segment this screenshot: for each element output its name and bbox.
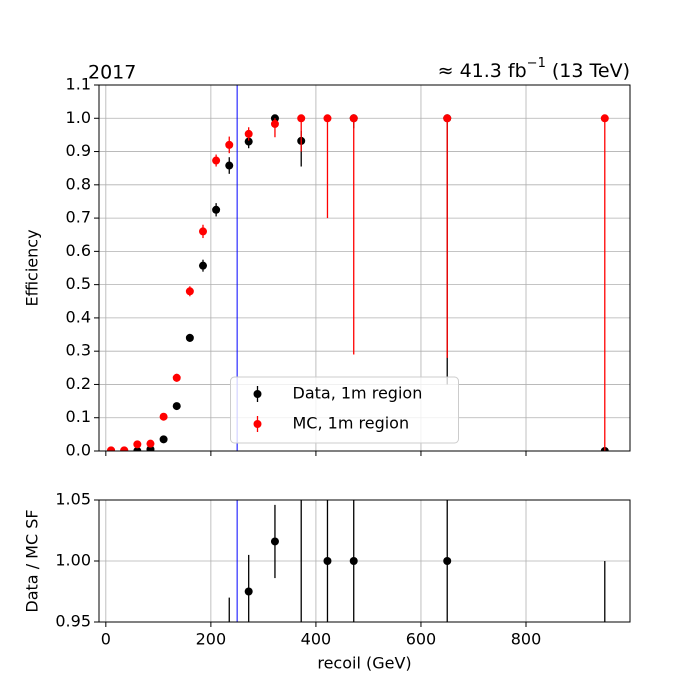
- y-tick-label: 0.1: [66, 407, 91, 426]
- marker: [159, 435, 168, 444]
- legend-marker: [253, 390, 262, 398]
- axes-frame: [98, 499, 631, 623]
- marker: [323, 557, 332, 565]
- y-tick-label: 0.95: [55, 612, 91, 631]
- marker: [198, 227, 207, 236]
- marker: [185, 333, 194, 342]
- plot-area: [225, 500, 606, 647]
- y-tick-label: 0.0: [66, 441, 91, 460]
- y-tick-label: 0.7: [66, 208, 91, 227]
- x-tick-label: 800: [511, 630, 542, 649]
- x-tick-label: 0: [101, 630, 111, 649]
- title-right: ≈ 41.3 fb−1 (13 TeV): [438, 56, 630, 82]
- marker: [146, 439, 155, 448]
- marker: [159, 412, 168, 421]
- y-tick-label: 0.9: [66, 141, 91, 160]
- legend-label: Data, 1m region: [293, 384, 423, 403]
- x-tick-label: 200: [196, 630, 227, 649]
- title-right-sup: −1: [527, 56, 546, 71]
- marker: [244, 137, 253, 146]
- x-axis-label: recoil (GeV): [317, 654, 411, 673]
- y-axis-label: Data / MC SF: [23, 509, 42, 612]
- marker: [120, 446, 129, 451]
- legend-label: MC, 1m region: [293, 414, 410, 433]
- y-tick-label: 1.05: [55, 490, 91, 509]
- marker: [270, 537, 279, 546]
- marker: [225, 639, 233, 647]
- marker: [198, 261, 207, 270]
- y-tick-label: 1.0: [66, 108, 91, 127]
- marker: [349, 557, 358, 565]
- axes-frame: [98, 84, 631, 452]
- marker: [270, 119, 279, 128]
- marker: [443, 557, 452, 565]
- y-tick-label: 0.2: [66, 374, 91, 393]
- y-tick-label: 1.1: [66, 75, 91, 94]
- y-tick-label: 0.3: [66, 341, 91, 360]
- marker: [212, 205, 221, 214]
- title-left: 2017: [88, 62, 136, 84]
- plot-area: [107, 114, 609, 451]
- marker: [244, 587, 253, 596]
- y-tick-label: 0.6: [66, 241, 91, 260]
- y-tick-label: 0.4: [66, 307, 91, 326]
- marker: [172, 402, 181, 411]
- title-right-tail: (13 TeV): [546, 60, 630, 82]
- marker: [443, 114, 452, 123]
- marker: [133, 447, 142, 451]
- marker: [323, 114, 332, 123]
- legend-marker: [253, 420, 262, 428]
- marker: [297, 114, 306, 123]
- y-tick-label: 1.00: [55, 551, 91, 570]
- marker: [212, 156, 221, 165]
- y-axis-label: Efficiency: [23, 229, 42, 306]
- marker: [225, 161, 234, 170]
- marker: [225, 140, 234, 149]
- y-tick-label: 0.8: [66, 174, 91, 193]
- marker: [600, 114, 609, 123]
- marker: [172, 373, 181, 382]
- marker: [349, 114, 358, 123]
- marker: [185, 287, 194, 296]
- legend-box: [230, 376, 459, 444]
- y-tick-label: 0.5: [66, 274, 91, 293]
- x-tick-label: 400: [301, 630, 332, 649]
- x-tick-label: 600: [406, 630, 437, 649]
- title-right-text: ≈ 41.3 fb: [438, 60, 527, 82]
- marker: [244, 129, 253, 138]
- marker: [107, 446, 116, 451]
- marker: [133, 440, 142, 449]
